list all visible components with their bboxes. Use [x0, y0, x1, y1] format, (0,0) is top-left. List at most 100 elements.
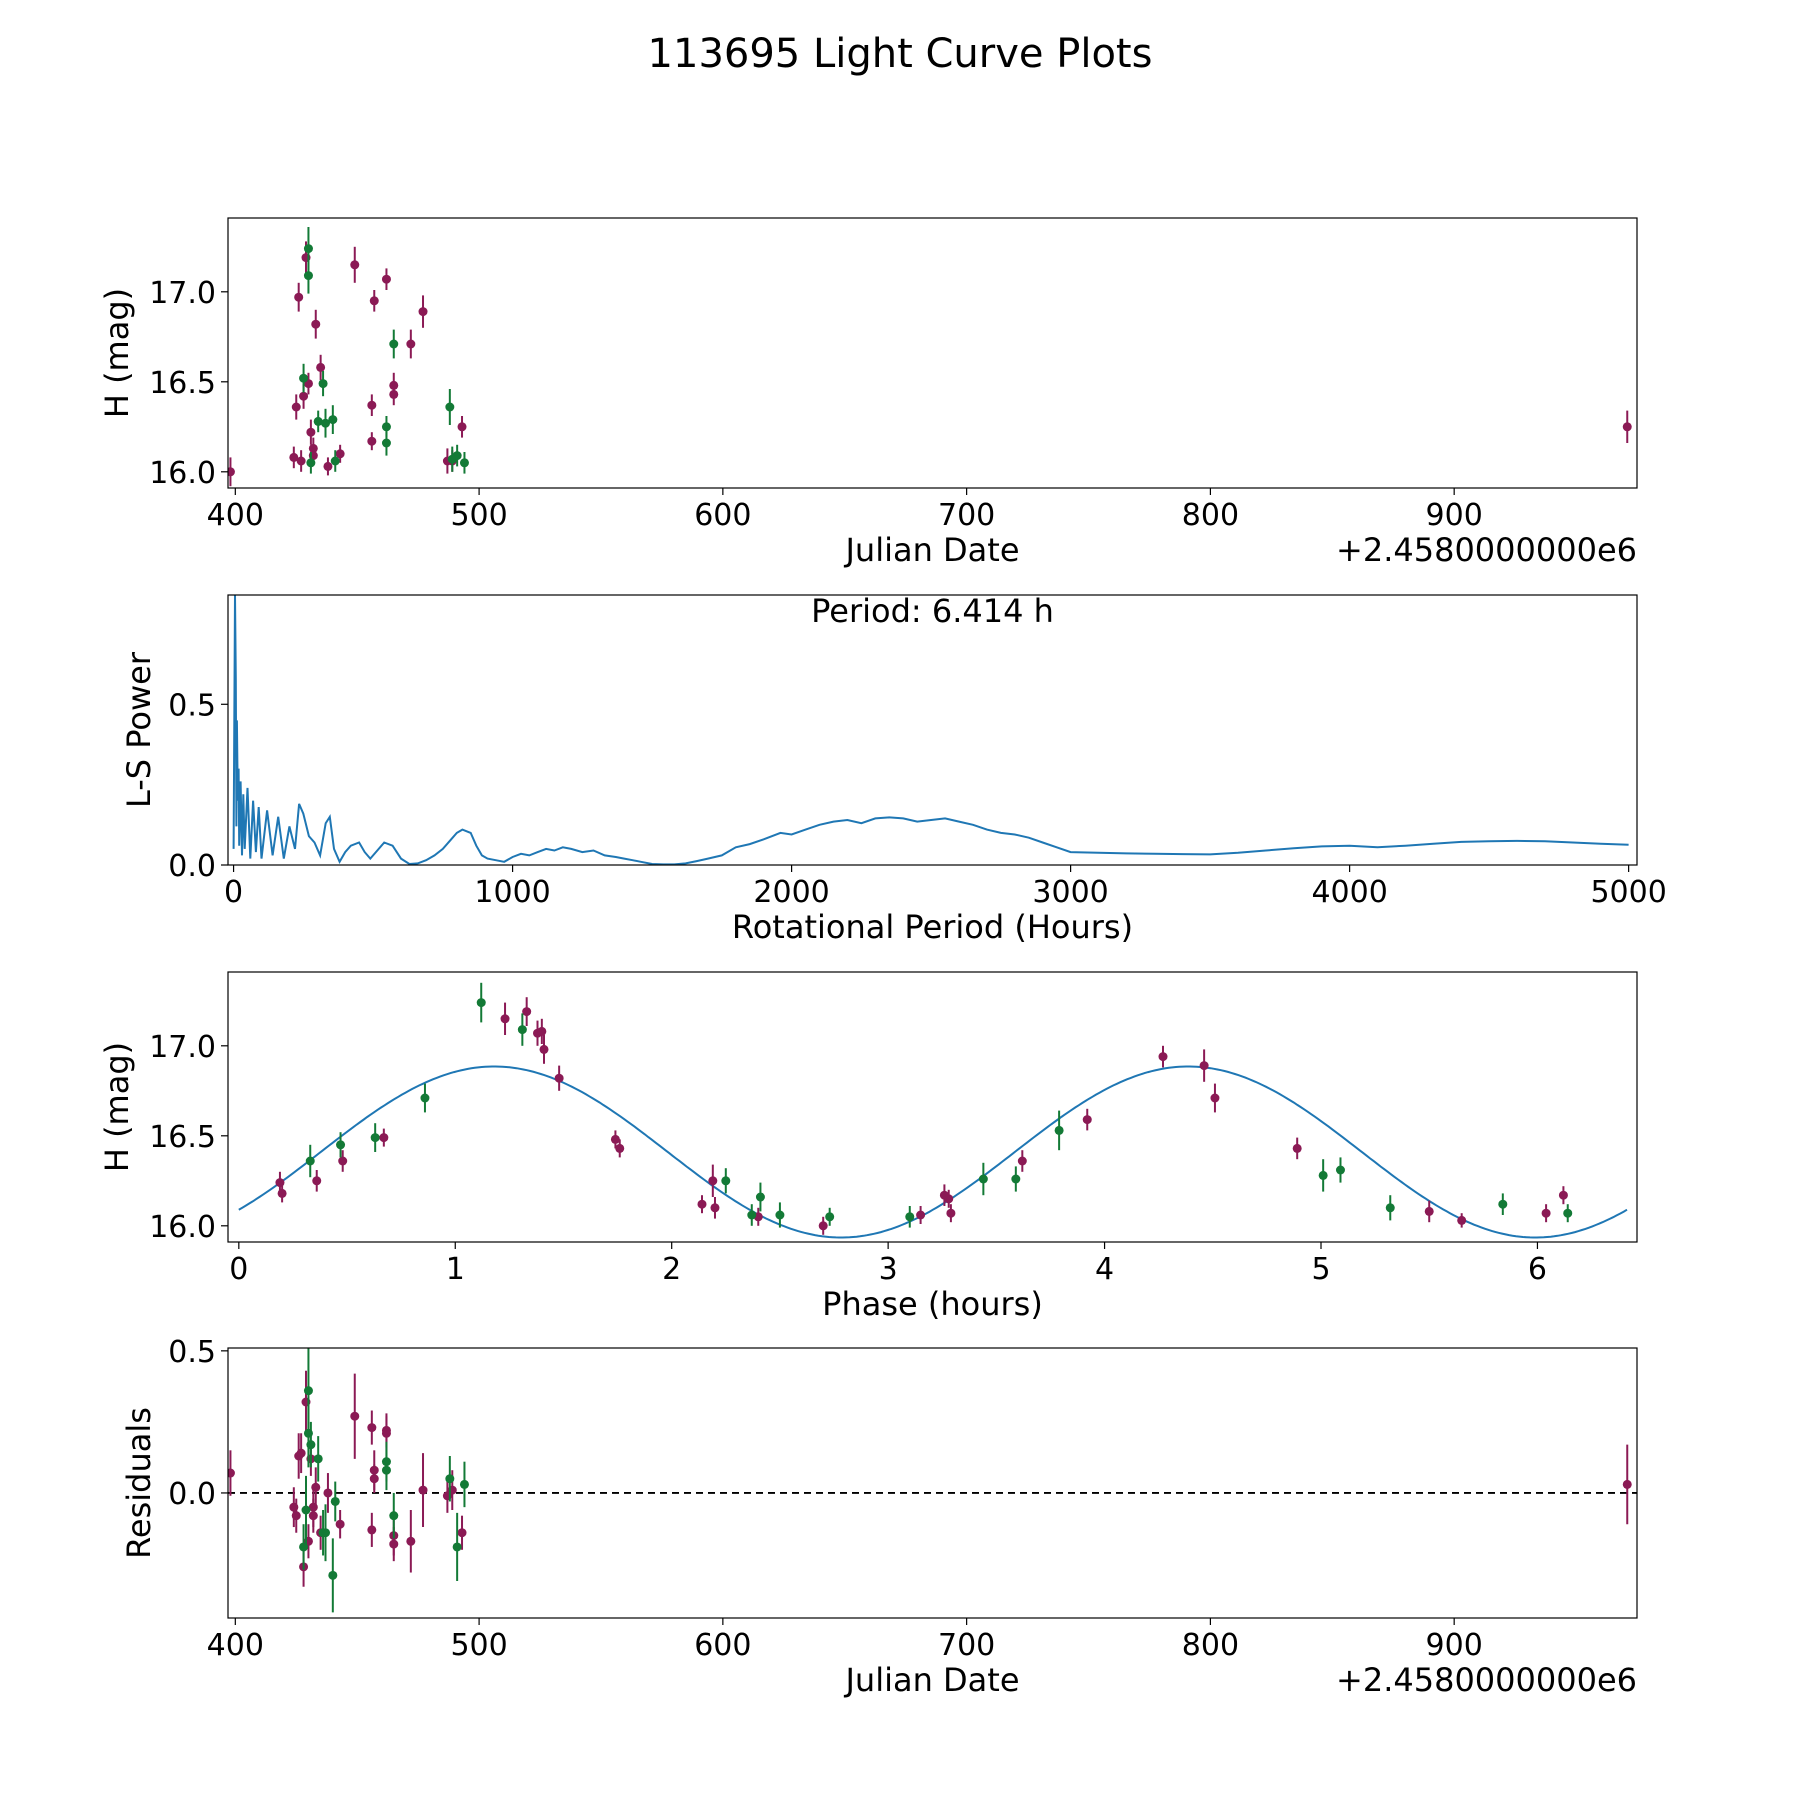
phased-x-tick-label: 0	[229, 1252, 248, 1287]
lightcurve-filter_a-point	[418, 307, 428, 317]
residuals-filter_b-point	[299, 1542, 309, 1552]
residuals-filter_b-point	[301, 1505, 311, 1515]
chart-phased: 0 1 2 3 4 5 6 16.0 16.5 17.0 Phase (hours) H (mag)	[98, 971, 1638, 1323]
phased-filter_b-point	[420, 1093, 430, 1103]
phased-x-tick-label: 3	[879, 1252, 898, 1287]
phased-filter_a-point	[697, 1199, 707, 1209]
periodogram-y-tick-label: 0.5	[168, 688, 216, 723]
phased-filter_b-point	[1498, 1199, 1508, 1209]
lightcurve-filter_b-point	[328, 415, 338, 425]
phased-filter_a-point	[1199, 1061, 1209, 1071]
lightcurve-filter_a-point	[291, 402, 301, 412]
phased-filter_a-point	[277, 1188, 287, 1198]
phased-y-tick-label: 17.0	[149, 1030, 216, 1065]
lightcurve-filter_b-point	[306, 458, 316, 468]
lightcurve-filter_b-point	[381, 422, 391, 432]
lightcurve-filter_a-point	[311, 319, 321, 329]
lightcurve-filter_a-point	[316, 362, 326, 372]
periodogram-power-line	[232, 595, 1629, 865]
periodogram-x-tick-label: 2000	[753, 875, 829, 910]
phased-filter_b-point	[476, 998, 486, 1008]
phased-filter_a-point	[379, 1133, 389, 1143]
phased-x-tick-label: 1	[446, 1252, 465, 1287]
residuals-filter_a-point	[406, 1536, 416, 1546]
lightcurve-filter_a-point	[335, 449, 345, 459]
phased-filter_b-point	[1385, 1203, 1395, 1213]
chart-residuals: 400 500 600 700 800 900 0.0 0.5 Julian Date Resid…	[120, 1335, 1638, 1699]
phased-x-tick-label: 4	[1095, 1252, 1114, 1287]
phased-filter_b-point	[775, 1210, 785, 1220]
lightcurve-filter_a-point	[369, 296, 379, 306]
lightcurve-filter_a-point	[228, 467, 235, 477]
residuals-filter_a-point	[350, 1411, 360, 1421]
residuals-filter_b-point	[303, 1386, 313, 1396]
residuals-filter_a-point	[369, 1474, 379, 1484]
phased-filter_a-point	[1457, 1215, 1467, 1225]
residuals-filter_a-point	[335, 1519, 345, 1529]
figure-title: 113695 Light Curve Plots	[648, 31, 1153, 77]
phased-filter_a-point	[522, 1007, 532, 1017]
residuals-x-tick-label: 700	[938, 1628, 995, 1663]
phased-filter_a-point	[708, 1176, 718, 1186]
phased-y-tick-label: 16.0	[149, 1210, 216, 1245]
residuals-filter_a-point	[381, 1428, 391, 1438]
phased-filter_a-point	[944, 1194, 954, 1204]
residuals-filter_a-point	[367, 1525, 377, 1535]
residuals-filter_a-point	[367, 1423, 377, 1433]
lightcurve-filter_a-point	[367, 436, 377, 446]
phased-filter_a-point	[537, 1026, 547, 1036]
lightcurve-y-axis-label: H (mag)	[98, 288, 136, 418]
lightcurve-filter_a-point	[296, 456, 306, 466]
phased-filter_b-point	[1318, 1170, 1328, 1180]
phased-filter_a-point	[1210, 1093, 1220, 1103]
lightcurve-x-tick-label: 700	[938, 498, 995, 533]
residuals-filter_a-point	[389, 1539, 399, 1549]
lightcurve-filter_a-point	[389, 389, 399, 399]
phased-plot-area	[238, 982, 1628, 1239]
phased-filter_b-point	[1011, 1174, 1021, 1184]
lightcurve-filter_a-point	[367, 400, 377, 410]
residuals-filter_a-point	[323, 1488, 333, 1498]
phased-filter_a-point	[946, 1208, 956, 1218]
lightcurve-y-tick-label: 17.0	[149, 276, 216, 311]
lightcurve-x-tick-label: 800	[1182, 498, 1239, 533]
phased-filter_a-point	[1541, 1208, 1551, 1218]
residuals-filter_a-point	[228, 1468, 235, 1478]
lightcurve-axes-frame	[227, 217, 1638, 489]
residuals-plot-area	[228, 1348, 1637, 1613]
phased-filter_a-point	[554, 1073, 564, 1083]
phased-x-tick-label: 5	[1311, 1252, 1330, 1287]
residuals-filter_b-point	[381, 1465, 391, 1475]
lightcurve-x-offset-text: +2.4580000000e6	[1336, 531, 1637, 569]
lightcurve-filter_b-point	[303, 271, 313, 281]
lightcurve-filter_b-point	[330, 456, 340, 466]
lightcurve-x-tick-label: 400	[207, 498, 264, 533]
lightcurve-filter_b-point	[313, 416, 323, 426]
period-annotation: Period: 6.414 h	[811, 592, 1054, 630]
phased-filter_b-point	[747, 1210, 757, 1220]
phased-filter_b-point	[825, 1212, 835, 1222]
residuals-x-tick-label: 400	[207, 1628, 264, 1663]
periodogram-x-tick-label: 1000	[474, 875, 550, 910]
phased-y-axis-label: H (mag)	[98, 1042, 136, 1172]
lightcurve-filter_b-point	[299, 373, 309, 383]
phased-filter_a-point	[539, 1044, 549, 1054]
lightcurve-filter_a-point	[1622, 422, 1632, 432]
residuals-filter_b-point	[452, 1542, 462, 1552]
phased-filter_a-point	[610, 1134, 620, 1144]
residuals-filter_a-point	[1622, 1479, 1632, 1489]
lightcurve-filter_b-point	[389, 339, 399, 349]
residuals-filter_a-point	[296, 1448, 306, 1458]
lightcurve-x-axis-label: Julian Date	[843, 531, 1019, 569]
phased-axes-frame	[227, 971, 1638, 1243]
residuals-filter_b-point	[328, 1570, 338, 1580]
phased-filter_a-point	[1292, 1143, 1302, 1153]
phased-filter_a-point	[916, 1210, 926, 1220]
phased-x-axis-label: Phase (hours)	[822, 1285, 1043, 1323]
phased-filter_a-point	[818, 1221, 828, 1231]
periodogram-x-tick-label: 5000	[1590, 875, 1666, 910]
lightcurve-x-tick-label: 500	[450, 498, 507, 533]
phased-filter_b-point	[305, 1156, 315, 1166]
residuals-filter_b-point	[330, 1496, 340, 1506]
